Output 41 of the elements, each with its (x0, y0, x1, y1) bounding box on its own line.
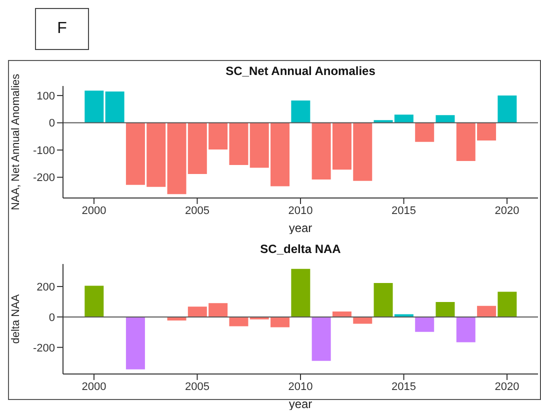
chart-title: SC_Net Annual Anomalies (224, 64, 376, 78)
y-tick-label: 0 (48, 118, 55, 130)
bar (312, 316, 331, 361)
bar (84, 286, 104, 317)
x-tick-label: 2010 (288, 204, 313, 217)
bar (126, 316, 145, 370)
x-tick-label: 2010 (288, 380, 313, 393)
x-tick-label: 2005 (184, 204, 210, 217)
bar (332, 311, 352, 317)
x-tick-label: 2000 (82, 204, 106, 217)
bar (291, 268, 310, 317)
x-tick-label: 2020 (494, 380, 520, 393)
y-tick-label: -100 (32, 144, 55, 157)
y-tick-label: -200 (32, 342, 55, 354)
bar (353, 316, 372, 324)
y-tick-label: 100 (36, 90, 55, 102)
bar (415, 316, 434, 332)
bar (415, 122, 434, 142)
y-tick-label: 200 (36, 281, 55, 294)
bar (498, 96, 517, 123)
bar (477, 306, 496, 317)
bar (105, 91, 124, 123)
x-tick-label: 2015 (392, 204, 416, 217)
x-tick-label: 2005 (184, 380, 210, 393)
x-tick-label: 2020 (494, 204, 520, 217)
bar (374, 283, 393, 317)
bar (456, 316, 476, 342)
x-tick-label: 2015 (392, 380, 416, 393)
text: F (35, 8, 89, 50)
bar (291, 100, 310, 123)
bar (436, 115, 455, 123)
y-axis-title: delta NAA (10, 294, 22, 344)
bar (229, 316, 248, 326)
y-tick-label: -200 (32, 172, 55, 184)
bar (84, 90, 104, 123)
bar (436, 302, 455, 317)
y-axis-title: NAA, Net Annual Anomalies (10, 74, 22, 210)
y-tick-label: 0 (48, 312, 55, 324)
bar (498, 292, 517, 317)
chart-title: SC_delta NAA (259, 242, 342, 256)
x-tick-label: 2000 (82, 380, 106, 393)
